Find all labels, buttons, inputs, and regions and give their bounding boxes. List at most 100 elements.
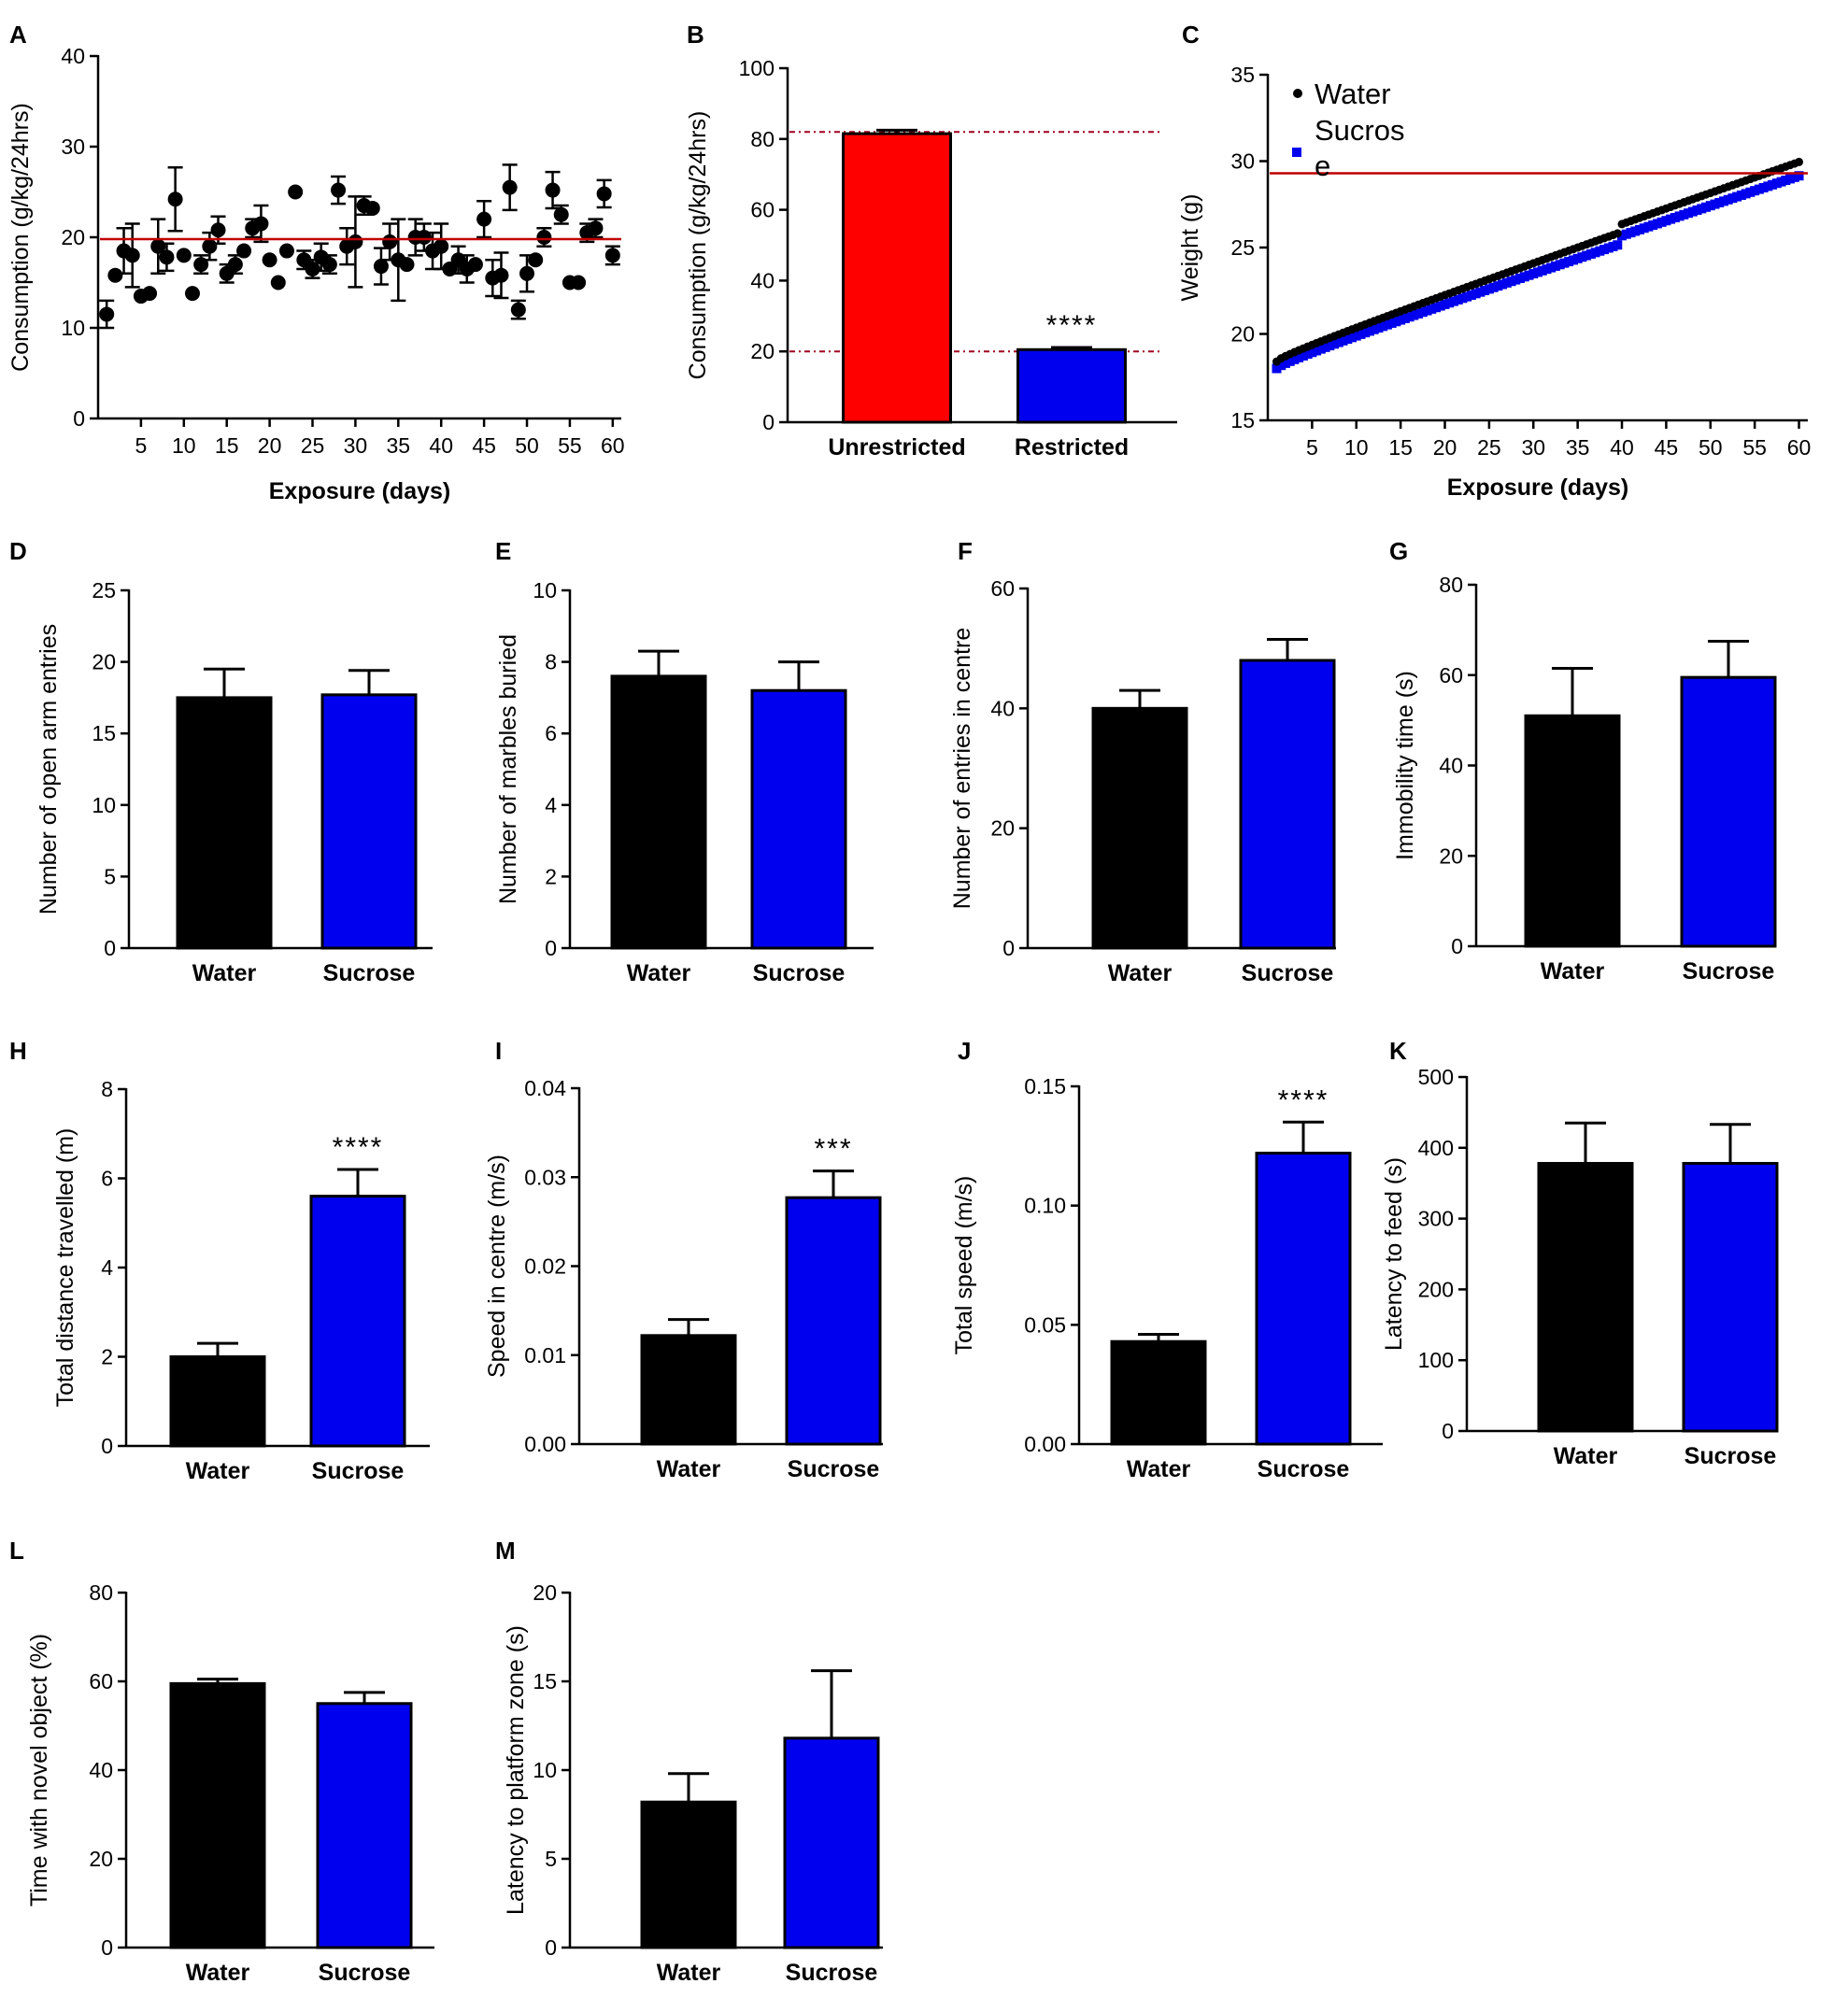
- x-tick-label: 25: [1477, 435, 1501, 460]
- x-category-label: Water: [1541, 958, 1605, 985]
- data-point: [364, 200, 380, 216]
- y-tick-label: 15: [1230, 408, 1255, 432]
- y-axis-title: Total speed (m/s): [951, 1176, 977, 1355]
- y-axis-title: Total distance travelled (m): [52, 1128, 78, 1408]
- x-category-label: Sucrose: [319, 1960, 411, 1986]
- data-point: [159, 249, 175, 265]
- panel-K: K 0 100 200 300 400 500 Latency to feed (s) Wate…: [1381, 1037, 1779, 1469]
- y-tick-label: 10: [533, 1758, 557, 1782]
- bar-water: [1110, 1339, 1207, 1446]
- y-tick-label: 5: [545, 1847, 557, 1871]
- data-point-sucrose: [1794, 171, 1804, 181]
- y-tick-label: 60: [990, 576, 1015, 601]
- x-category-label: Restricted: [1015, 434, 1129, 461]
- x-tick-label: 20: [1433, 435, 1457, 460]
- data-point: [331, 182, 347, 198]
- y-axis-title: Number of entries in centre: [949, 628, 975, 910]
- x-category-label: Sucrose: [323, 960, 416, 986]
- y-tick-label: 20: [89, 1847, 113, 1871]
- data-point: [202, 238, 218, 254]
- y-tick-label: 6: [101, 1167, 113, 1191]
- y-tick-label: 40: [89, 1758, 113, 1782]
- x-tick-label: 30: [1521, 435, 1545, 460]
- y-tick-label: 2: [545, 864, 557, 888]
- significance-stars: ***: [814, 1134, 852, 1165]
- x-axis-title: Exposure (days): [269, 478, 451, 504]
- y-tick-label: 10: [92, 793, 116, 817]
- y-tick-label: 20: [1230, 322, 1255, 347]
- data-point: [107, 267, 123, 283]
- bar-sucrose: [1239, 659, 1336, 950]
- x-category-label: Sucrose: [786, 1960, 878, 1986]
- legend-label-sucrose: Sucros: [1315, 114, 1404, 147]
- panel-letter: L: [9, 1537, 24, 1565]
- x-tick-label: 55: [558, 433, 582, 458]
- panel-I: I 0.00 0.01 0.02 0.03 0.04 Speed in centre (m/…: [484, 1037, 883, 1482]
- significance-stars: ****: [1278, 1084, 1329, 1115]
- data-point: [262, 252, 277, 268]
- y-tick-label: 40: [750, 268, 775, 292]
- x-category-label: Sucrose: [312, 1458, 405, 1484]
- x-category-label: Sucrose: [1683, 958, 1775, 985]
- y-tick-label: 30: [1230, 149, 1255, 174]
- bar-water: [169, 1681, 266, 1949]
- panel-letter: J: [958, 1037, 971, 1065]
- bar-water: [176, 696, 273, 950]
- x-tick-label: 30: [344, 433, 368, 458]
- y-tick-label: 40: [61, 44, 85, 68]
- y-tick-label: 0: [101, 1434, 113, 1458]
- x-tick-label: 35: [387, 433, 411, 458]
- y-tick-label: 0.10: [1024, 1194, 1066, 1218]
- data-point: [321, 257, 337, 273]
- y-tick-label: 40: [1439, 754, 1463, 778]
- x-tick-label: 55: [1742, 435, 1767, 460]
- data-point: [528, 252, 544, 268]
- significance-stars: ****: [1046, 310, 1098, 341]
- panel-letter: E: [495, 537, 511, 565]
- bar-unrestricted: [842, 132, 952, 424]
- x-category-label: Water: [1108, 960, 1173, 986]
- y-axis-title: Immobility time (s): [1392, 671, 1418, 860]
- panel-E: E 0 2 4 6 8 10 Number of marbles buried Water Suc…: [495, 537, 874, 986]
- panel-letter: I: [495, 1037, 502, 1065]
- panel-G: G 0 20 40 60 80 Immobility time (s) Water Sucros…: [1389, 537, 1777, 985]
- y-tick-label: 2: [101, 1345, 113, 1369]
- y-tick-label: 4: [545, 793, 557, 817]
- data-point: [270, 275, 286, 290]
- data-point: [288, 184, 304, 200]
- y-tick-label: 25: [1230, 235, 1255, 260]
- y-tick-label: 4: [101, 1255, 113, 1280]
- x-category-label: Water: [1554, 1443, 1618, 1469]
- x-tick-label: 10: [1344, 435, 1369, 460]
- x-category-label: Water: [657, 1456, 721, 1482]
- y-tick-label: 80: [89, 1580, 113, 1605]
- legend-label-water: Water: [1315, 78, 1391, 110]
- y-tick-label: 0.00: [524, 1432, 566, 1456]
- bar-water: [1091, 706, 1188, 950]
- y-tick-label: 500: [1418, 1065, 1454, 1089]
- y-tick-label: 0: [101, 1935, 113, 1960]
- y-tick-label: 5: [104, 864, 116, 888]
- y-tick-label: 0.00: [1024, 1432, 1066, 1456]
- data-point: [305, 261, 320, 276]
- bar-sucrose: [1255, 1151, 1352, 1446]
- y-tick-label: 0.01: [524, 1343, 566, 1367]
- panel-D: D 0 5 10 15 20 25 Number of open arm entries Wat…: [9, 537, 433, 986]
- significance-stars: ****: [333, 1132, 384, 1163]
- panel-letter: B: [687, 21, 704, 49]
- y-tick-label: 0: [762, 410, 775, 434]
- panel-letter: H: [9, 1037, 27, 1065]
- data-point: [553, 206, 569, 222]
- y-tick-label: 60: [750, 198, 775, 222]
- x-tick-label: 50: [1699, 435, 1723, 460]
- x-tick-label: 45: [1655, 435, 1679, 460]
- y-tick-label: 0.03: [524, 1165, 566, 1189]
- x-tick-label: 20: [258, 433, 282, 458]
- y-axis-title: Number of marbles buried: [495, 634, 521, 904]
- y-tick-label: 20: [1439, 843, 1463, 868]
- data-point: [604, 248, 620, 263]
- x-category-label: Water: [186, 1960, 250, 1986]
- y-tick-label: 0: [104, 936, 116, 960]
- panel-letter: D: [9, 537, 27, 565]
- y-tick-label: 10: [533, 578, 557, 602]
